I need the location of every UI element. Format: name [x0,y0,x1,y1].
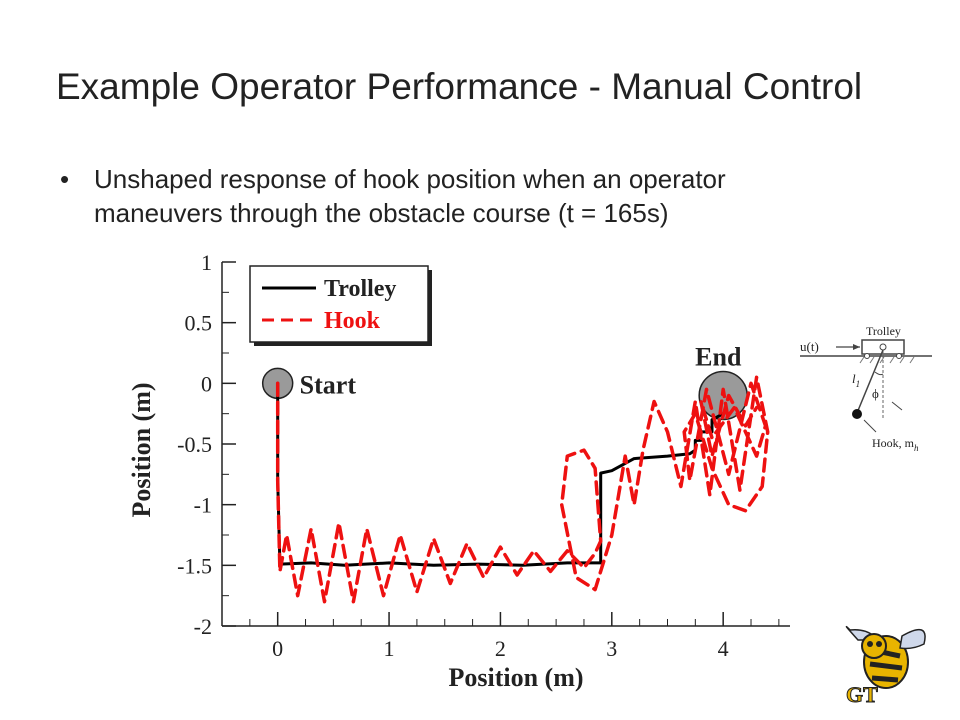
end-annotation: End [695,342,742,371]
y-tick-label: -0.5 [177,432,212,457]
inset-angle-arc [874,371,884,376]
inset-pivot [879,343,887,351]
gt-logo-letters: GT [846,682,878,707]
y-tick-label: 1 [201,250,212,275]
inset-angle-label: ϕ [872,386,879,401]
inset-hook-mass [852,409,862,419]
inset-length-label: l1 [852,371,860,389]
inset-trolley-wheel [864,353,870,359]
inset-rail-hatch [859,356,915,364]
x-tick-label: 4 [718,636,729,661]
y-axis-label: Position (m) [127,382,156,517]
bullet-line-1: Unshaped response of hook position when … [94,164,726,194]
inset-trolley-label: Trolley [866,324,901,338]
inset-trolley-box [861,339,905,355]
inset-diagram: u(t) Trolley l1 ϕ Hook, mh [800,324,932,453]
x-axis-label: Position (m) [448,663,583,692]
series-line-trolley [276,381,725,567]
bullet-text: Unshaped response of hook position when … [94,162,924,230]
legend-box [249,265,429,343]
y-tick-label: -1.5 [177,553,212,578]
inset-cable [856,349,884,414]
start-annotation: Start [300,370,357,399]
slide-title: Example Operator Performance - Manual Co… [56,66,863,107]
yellow-jacket-eye [867,641,873,647]
inset-trolley-wheel [896,353,902,359]
inset-force-arrowhead [853,344,860,350]
legend-label-hook: Hook [324,308,381,334]
yellow-jacket-wing [899,628,926,650]
x-tick-label: 1 [384,636,395,661]
yellow-jacket-eye [876,641,882,647]
inset-hook-label: Hook, mh [872,436,919,453]
plot-area: 1 0.5 0 -0.5 -1 -1.5 -2 0 1 2 3 4 Position (m) Positi… [127,250,790,692]
y-tick-label: -1 [194,493,212,518]
x-tick-label: 2 [495,636,506,661]
x-tick-label: 0 [272,636,283,661]
series-line-hook [275,375,770,604]
x-tick-label: 3 [606,636,617,661]
bullet-line-2: maneuvers through the obstacle course (t… [94,198,669,228]
bullet-marker: • [60,164,70,194]
inset-angle-pointer [891,401,903,411]
y-tick-label: -2 [194,614,212,639]
legend-label-trolley: Trolley [324,276,396,302]
yellow-jacket-head [861,633,887,659]
inset-hook-pointer [863,419,877,433]
y-tick-label: 0.5 [185,311,213,336]
y-tick-label: 0 [201,371,212,396]
inset-input-label: u(t) [800,339,819,354]
georgia-tech-logo: GT [846,625,926,708]
